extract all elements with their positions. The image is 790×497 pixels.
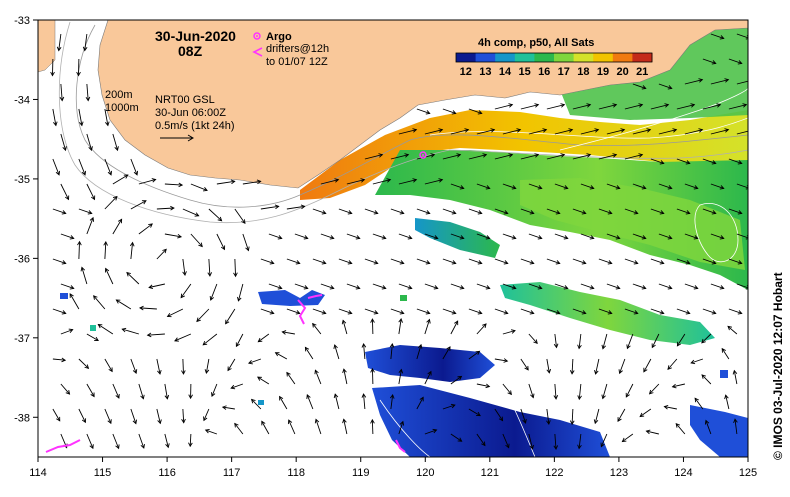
current-arrowhead <box>750 129 754 133</box>
y-tick-label: -34 <box>14 94 30 106</box>
x-tick-label: 114 <box>29 467 47 479</box>
colorbar-tick-label: 14 <box>499 66 512 78</box>
current-arrow <box>79 242 80 259</box>
x-tick-label: 124 <box>674 467 692 479</box>
current-arrow <box>183 359 184 374</box>
sst-speck <box>60 293 68 299</box>
colorbar-tick-label: 21 <box>636 66 648 78</box>
product-name: NRT00 GSL <box>155 94 215 106</box>
x-tick-label: 118 <box>287 467 305 479</box>
sst-speck <box>258 400 264 405</box>
x-tick-label: 125 <box>739 467 757 479</box>
current-arrowhead <box>750 79 754 83</box>
y-tick-label: -35 <box>14 174 30 186</box>
x-axis: 114 115 116 117 118 119 120 121 122 123 124 125 <box>29 457 757 479</box>
colorbar-swatch <box>476 53 496 62</box>
plot-area <box>38 20 754 457</box>
colorbar-swatch <box>613 53 633 62</box>
colorbar-tick-label: 17 <box>558 66 570 78</box>
colorbar-tick-label: 16 <box>538 66 550 78</box>
y-tick-label: -38 <box>14 412 30 424</box>
current-arrow <box>372 420 373 434</box>
x-tick-label: 116 <box>158 467 176 479</box>
drifter-legend-label: drifters@12h <box>266 43 329 55</box>
isobath-200m-label: 200m <box>105 89 133 101</box>
drifter-legend-period: to 01/07 12Z <box>266 56 328 68</box>
colorbar-title: 4h comp, p50, All Sats <box>478 37 594 49</box>
colorbar-swatch <box>632 53 652 62</box>
y-axis: -33 -34 -35 -36 -37 -38 <box>14 15 38 424</box>
x-tick-label: 120 <box>416 467 434 479</box>
x-tick-label: 115 <box>94 467 112 479</box>
x-tick-label: 121 <box>481 467 499 479</box>
y-tick-label: -37 <box>14 333 30 345</box>
colorbar-swatch <box>593 53 613 62</box>
colorbar-tick-label: 15 <box>518 66 530 78</box>
colorbar-tick-label: 13 <box>479 66 491 78</box>
colorbar-swatch <box>456 53 476 62</box>
colorbar-tick-label: 12 <box>460 66 472 78</box>
y-tick-label: -36 <box>14 253 30 265</box>
sst-speck <box>720 370 728 378</box>
colorbar-swatch <box>534 53 554 62</box>
x-tick-label: 119 <box>352 467 370 479</box>
colorbar-swatch <box>554 53 574 62</box>
x-tick-label: 117 <box>223 467 241 479</box>
scale-label: 0.5m/s (1kt 24h) <box>155 120 234 132</box>
colorbar-swatch <box>515 53 535 62</box>
map-date: 30-Jun-2020 <box>155 28 236 44</box>
credit-label: © IMOS 03-Jul-2020 12:07 Hobart <box>771 272 785 460</box>
isobath-1000m-label: 1000m <box>105 102 139 114</box>
product-time: 30-Jun 06:00Z <box>155 107 226 119</box>
map-time: 08Z <box>178 43 203 59</box>
colorbar-tick-label: 18 <box>577 66 589 78</box>
x-tick-label: 122 <box>545 467 563 479</box>
sst-speck <box>400 295 407 301</box>
colorbar-tick-label: 19 <box>597 66 609 78</box>
x-tick-label: 123 <box>610 467 628 479</box>
argo-legend-label: Argo <box>266 31 292 43</box>
colorbar-swatch <box>574 53 594 62</box>
colorbar-swatch <box>495 53 515 62</box>
sst-speck <box>90 325 96 331</box>
y-tick-label: -33 <box>14 15 30 27</box>
colorbar-tick-label: 20 <box>616 66 628 78</box>
